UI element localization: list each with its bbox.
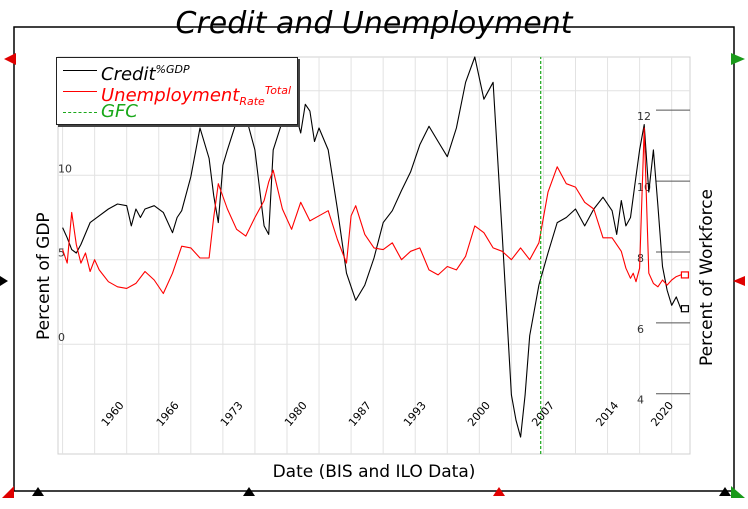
legend-swatch-credit (63, 70, 97, 71)
y-left-tick-label: 10 (58, 162, 72, 175)
legend: Credit%GDP UnemploymentRateTotal GFC (56, 57, 298, 125)
legend-unemployment-base: Unemployment (101, 85, 240, 106)
y-left-tick-label: 0 (58, 331, 65, 344)
legend-unemployment-sup: Total (264, 84, 292, 97)
edge-marker (0, 276, 8, 286)
legend-credit-sup: %GDP (155, 63, 190, 76)
y-left-tick-label: 5 (58, 247, 65, 260)
right-axis-ticks: 4 6 8 10 12 (637, 109, 690, 407)
legend-label-unemployment: UnemploymentRateTotal (101, 81, 291, 112)
y-right-tick-label: 4 (637, 394, 644, 407)
edge-marker (731, 486, 745, 498)
y-right-tick-label: 6 (637, 323, 644, 336)
series-line-credit (62, 56, 686, 438)
y-axis-label-right: Percent of Workforce (697, 188, 717, 366)
edge-marker (733, 276, 745, 286)
legend-item-unemployment: UnemploymentRateTotal (57, 81, 295, 108)
x-axis-label: Date (BIS and ILO Data) (272, 462, 476, 482)
edge-marker (2, 486, 14, 498)
edge-marker (4, 53, 16, 65)
legend-swatch-gfc (63, 112, 97, 113)
chart-title: Credit and Unemployment (175, 6, 573, 41)
edge-marker (731, 53, 745, 65)
legend-swatch-unemployment (63, 91, 97, 92)
y-right-tick-label: 12 (637, 110, 651, 123)
series-group (62, 56, 690, 454)
legend-label-gfc: GFC (101, 102, 138, 122)
legend-label-credit: Credit%GDP (101, 60, 190, 85)
legend-credit-base: Credit (101, 64, 156, 85)
y-right-tick-label: 10 (637, 181, 651, 194)
legend-unemployment-sub: Rate (239, 95, 265, 108)
figure-border (13, 26, 735, 492)
edge-marker (32, 487, 44, 496)
series-line-unemployment (62, 127, 686, 295)
y-axis-label-left: Percent of GDP (34, 212, 54, 340)
legend-item-credit: Credit%GDP (57, 60, 295, 85)
credit-end-marker (680, 305, 690, 313)
edge-marker (493, 487, 505, 496)
legend-item-gfc: GFC (57, 102, 295, 122)
edge-marker (243, 487, 255, 496)
corner-markers (0, 53, 745, 498)
edge-marker (719, 487, 731, 496)
legend-gfc-base: GFC (101, 101, 138, 122)
unemployment-end-marker (680, 271, 690, 279)
y-right-tick-label: 8 (637, 252, 644, 265)
